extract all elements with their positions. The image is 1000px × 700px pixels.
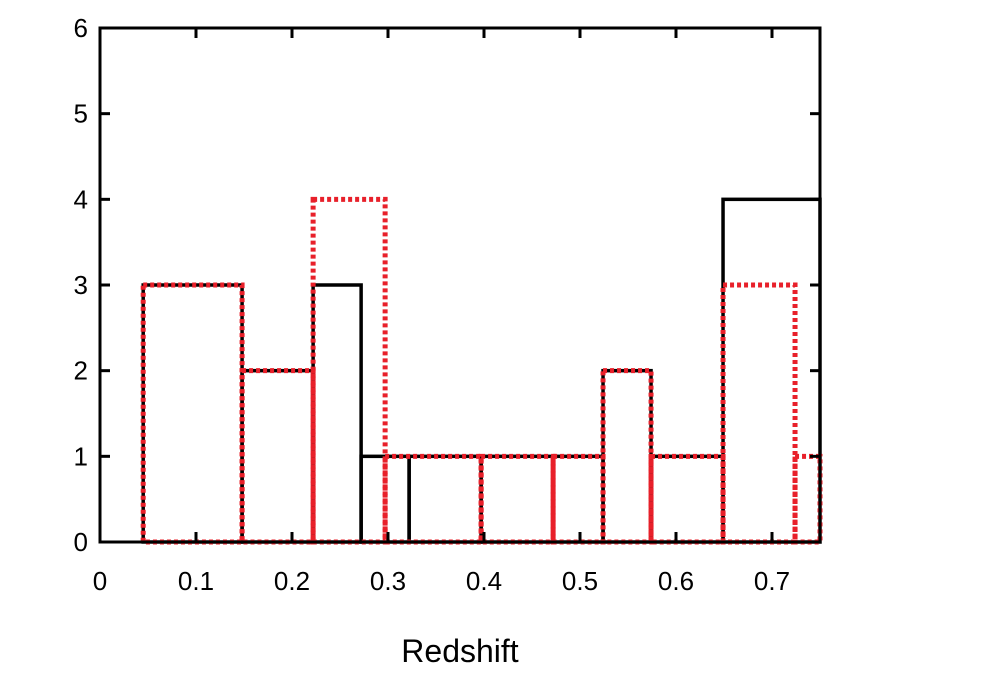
histogram-series-2 [140, 196, 823, 545]
y-tick-label: 4 [74, 184, 88, 214]
histogram-bin [479, 454, 555, 544]
histogram-bin [407, 454, 483, 544]
histogram-bin [721, 197, 822, 544]
histogram-bin [648, 453, 726, 545]
x-axis-tick-labels: 0 0.1 0.2 0.3 0.4 0.5 0.6 0.7 [93, 566, 790, 596]
y-tick-label: 1 [74, 441, 88, 471]
x-tick-label: 0.6 [658, 566, 694, 596]
histogram-bin [240, 368, 315, 544]
x-tick-label: 0 [93, 566, 107, 596]
x-tick-label: 0.7 [754, 566, 790, 596]
y-tick-label: 3 [74, 270, 88, 300]
axis-ticks [98, 26, 820, 544]
histogram-bin [601, 368, 653, 544]
x-tick-label: 0.2 [274, 566, 310, 596]
histogram-bin [720, 282, 798, 545]
x-tick-label: 0.1 [178, 566, 214, 596]
histogram-bin [382, 453, 484, 545]
histogram-bin [649, 454, 725, 544]
x-tick-label: 0.5 [562, 566, 598, 596]
histogram-bin [600, 368, 654, 545]
histogram-bin [140, 282, 245, 545]
y-tick-label: 5 [74, 99, 88, 129]
x-axis-title: Redshift [401, 633, 519, 669]
histogram-bin [310, 196, 388, 545]
y-tick-label: 2 [74, 356, 88, 386]
y-tick-label: 6 [74, 13, 88, 43]
x-tick-label: 0.4 [466, 566, 502, 596]
histogram-bars [140, 196, 823, 545]
histogram-bin [311, 283, 363, 544]
histogram-bin [550, 453, 606, 545]
histogram-bin [478, 453, 556, 545]
x-tick-label: 0.3 [370, 566, 406, 596]
y-tick-label: 0 [74, 527, 88, 557]
histogram-bin [239, 368, 316, 545]
histogram-bin [551, 454, 605, 544]
histogram-bin [141, 283, 244, 544]
y-axis-tick-labels: 0 1 2 3 4 5 6 [74, 13, 88, 557]
histogram-bin [792, 453, 823, 545]
